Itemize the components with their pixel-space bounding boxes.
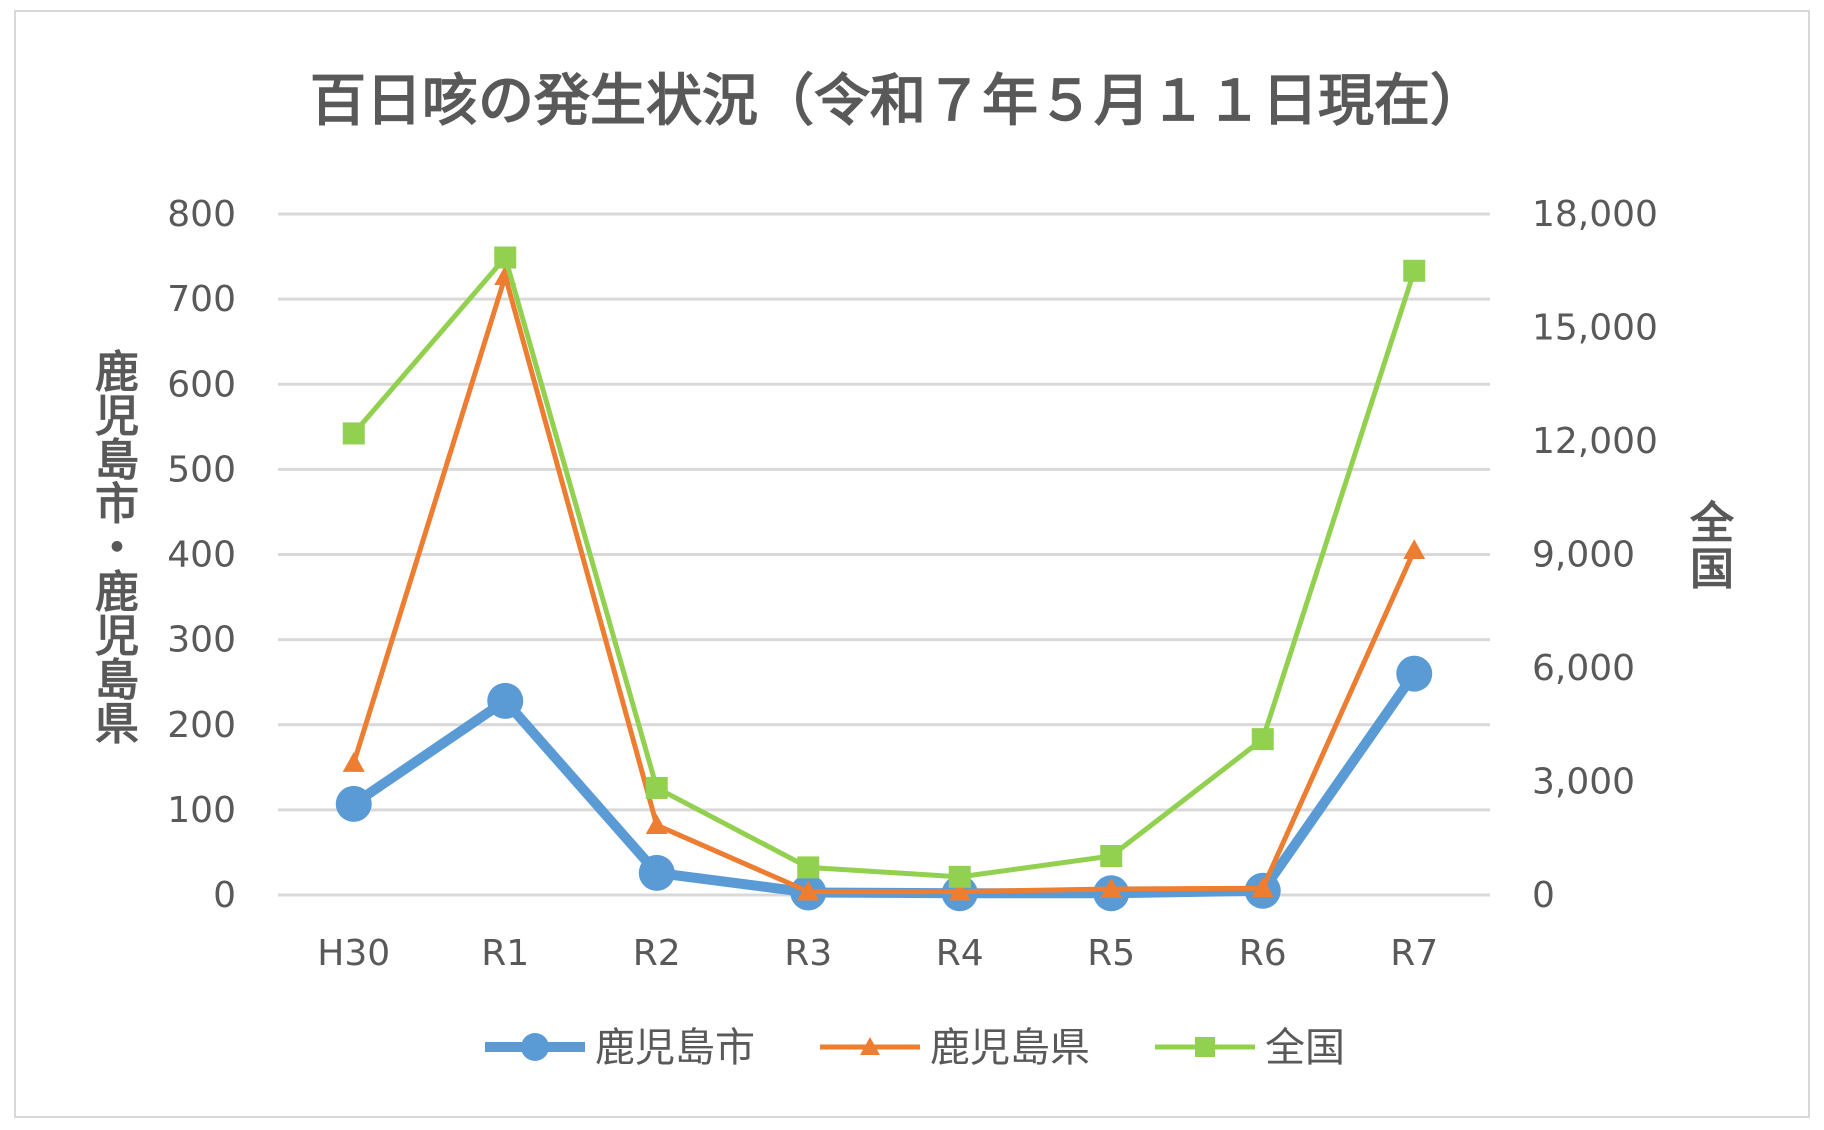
x-tick-label: R7 <box>1390 933 1438 974</box>
data-point <box>487 682 524 719</box>
left-tick-label: 500 <box>167 449 236 490</box>
chart-frame <box>14 10 1810 1118</box>
data-point <box>1403 259 1426 282</box>
legend-marker <box>1195 1037 1215 1057</box>
series-1 <box>342 265 1426 901</box>
series-layer <box>335 246 1433 912</box>
x-tick-label: R3 <box>784 933 832 974</box>
right-axis-ticks: 0 3,000 6,000 9,000 12,000 15,000 18,000 <box>1532 194 1658 916</box>
x-tick-label: R4 <box>936 933 984 974</box>
right-tick-label: 0 <box>1532 875 1555 916</box>
left-axis-ticks: 0 100 200 300 400 500 600 700 800 <box>167 194 236 916</box>
data-point <box>645 814 668 834</box>
data-point <box>1100 878 1123 898</box>
series-2 <box>342 246 1426 888</box>
legend-marker <box>521 1033 549 1061</box>
right-tick-label: 15,000 <box>1532 308 1658 349</box>
legend-marker <box>860 1037 880 1055</box>
chart-title: 百日咳の発生状況（令和７年５月１１日現在） <box>310 69 1486 134</box>
data-point <box>645 776 668 799</box>
data-point <box>335 785 372 822</box>
x-tick-label: R6 <box>1239 933 1287 974</box>
data-point <box>638 854 675 891</box>
series-line <box>351 255 1417 880</box>
data-point <box>1396 655 1433 692</box>
left-axis-title: 鹿児島市・鹿児島県 <box>95 347 139 750</box>
right-tick-label: 3,000 <box>1532 762 1635 803</box>
data-point <box>948 865 971 888</box>
left-tick-label: 700 <box>167 279 236 320</box>
series-line <box>351 273 1417 895</box>
left-tick-label: 200 <box>167 705 236 746</box>
data-point <box>1100 845 1123 868</box>
right-tick-label: 18,000 <box>1532 194 1658 235</box>
left-axis-title-text: 鹿児島市・鹿児島県 <box>95 347 139 750</box>
right-axis-title: 全国 <box>1689 498 1735 595</box>
x-axis-ticks: H30 R1 R2 R3 R4 R5 R6 R7 <box>317 933 1438 974</box>
left-tick-label: 300 <box>167 620 236 661</box>
x-tick-label: R1 <box>481 933 529 974</box>
data-point <box>1403 539 1426 560</box>
x-tick-label: R2 <box>633 933 681 974</box>
data-point <box>494 246 517 269</box>
data-point <box>1251 877 1274 897</box>
data-point <box>797 856 820 879</box>
left-tick-label: 100 <box>167 790 236 831</box>
right-tick-label: 12,000 <box>1532 421 1658 462</box>
data-point <box>797 880 820 901</box>
legend-label: 鹿児島市 <box>595 1025 755 1071</box>
x-tick-label: H30 <box>317 933 390 974</box>
legend-label: 鹿児島県 <box>930 1025 1090 1071</box>
right-axis-title-text: 全国 <box>1689 498 1735 595</box>
x-tick-label: R5 <box>1087 933 1135 974</box>
data-point <box>342 752 365 772</box>
gridlines <box>278 212 1490 897</box>
left-tick-label: 800 <box>167 194 236 235</box>
right-tick-label: 9,000 <box>1532 535 1635 576</box>
left-tick-label: 0 <box>213 875 236 916</box>
data-point <box>948 880 971 901</box>
legend-label: 全国 <box>1265 1025 1345 1071</box>
left-tick-label: 400 <box>167 535 236 576</box>
legend: 鹿児島市 鹿児島県 全国 <box>485 1025 1345 1071</box>
data-point <box>1251 728 1274 751</box>
right-tick-label: 6,000 <box>1532 648 1635 689</box>
left-tick-label: 600 <box>167 364 236 405</box>
data-point <box>342 422 365 445</box>
